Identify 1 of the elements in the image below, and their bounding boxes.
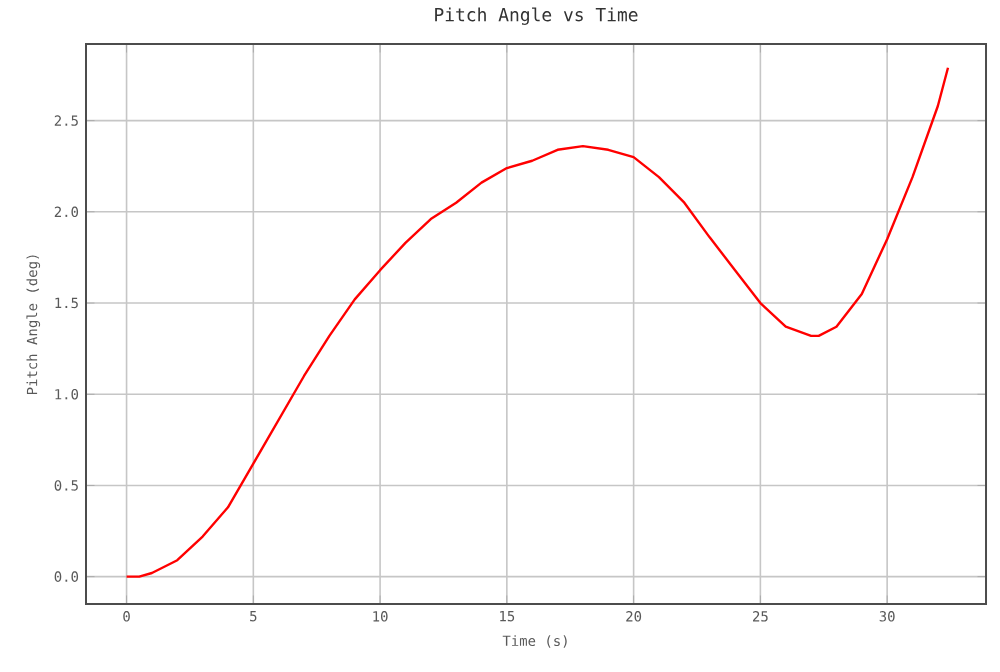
chart-title: Pitch Angle vs Time	[435, 7, 638, 25]
